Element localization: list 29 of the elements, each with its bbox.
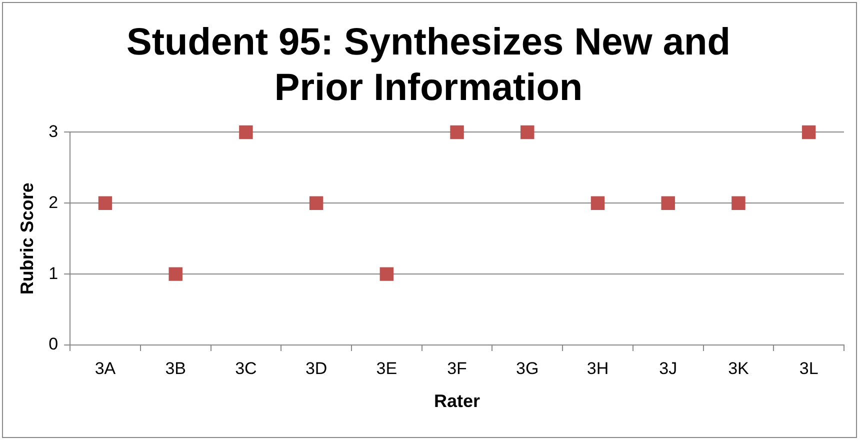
y-tick-label: 2 (48, 192, 58, 212)
point (380, 267, 394, 281)
y-tick-label: 0 (48, 334, 58, 354)
point (309, 196, 324, 210)
point (520, 125, 534, 140)
point (732, 196, 746, 210)
point (98, 196, 112, 210)
x-tick-label: 3B (165, 358, 186, 378)
x-tick-label: 3D (305, 358, 328, 378)
x-tick-label: 3C (235, 358, 257, 378)
y-tick-label: 1 (48, 264, 58, 283)
point (168, 267, 182, 281)
x-axis-title: Rater (434, 391, 480, 412)
y-tick-label: 3 (48, 122, 58, 141)
x-tick-label: 3H (586, 358, 609, 378)
y-axis-title: Rubric Score (16, 182, 37, 295)
x-tick-label: 3J (659, 358, 678, 378)
x-tick-label: 3F (447, 358, 467, 378)
point (802, 125, 816, 140)
x-tick-label: 3E (376, 358, 398, 378)
x-tick-label: 3A (94, 358, 116, 378)
point (590, 196, 605, 210)
chart-title: Student 95: Synthesizes New and Prior Information (126, 21, 730, 109)
x-tick-label: 3K (728, 358, 750, 378)
point (239, 125, 253, 140)
x-tick-label: 3G (516, 358, 539, 378)
x-tick-label: 3L (799, 358, 818, 378)
point (450, 125, 464, 140)
point (661, 196, 675, 210)
